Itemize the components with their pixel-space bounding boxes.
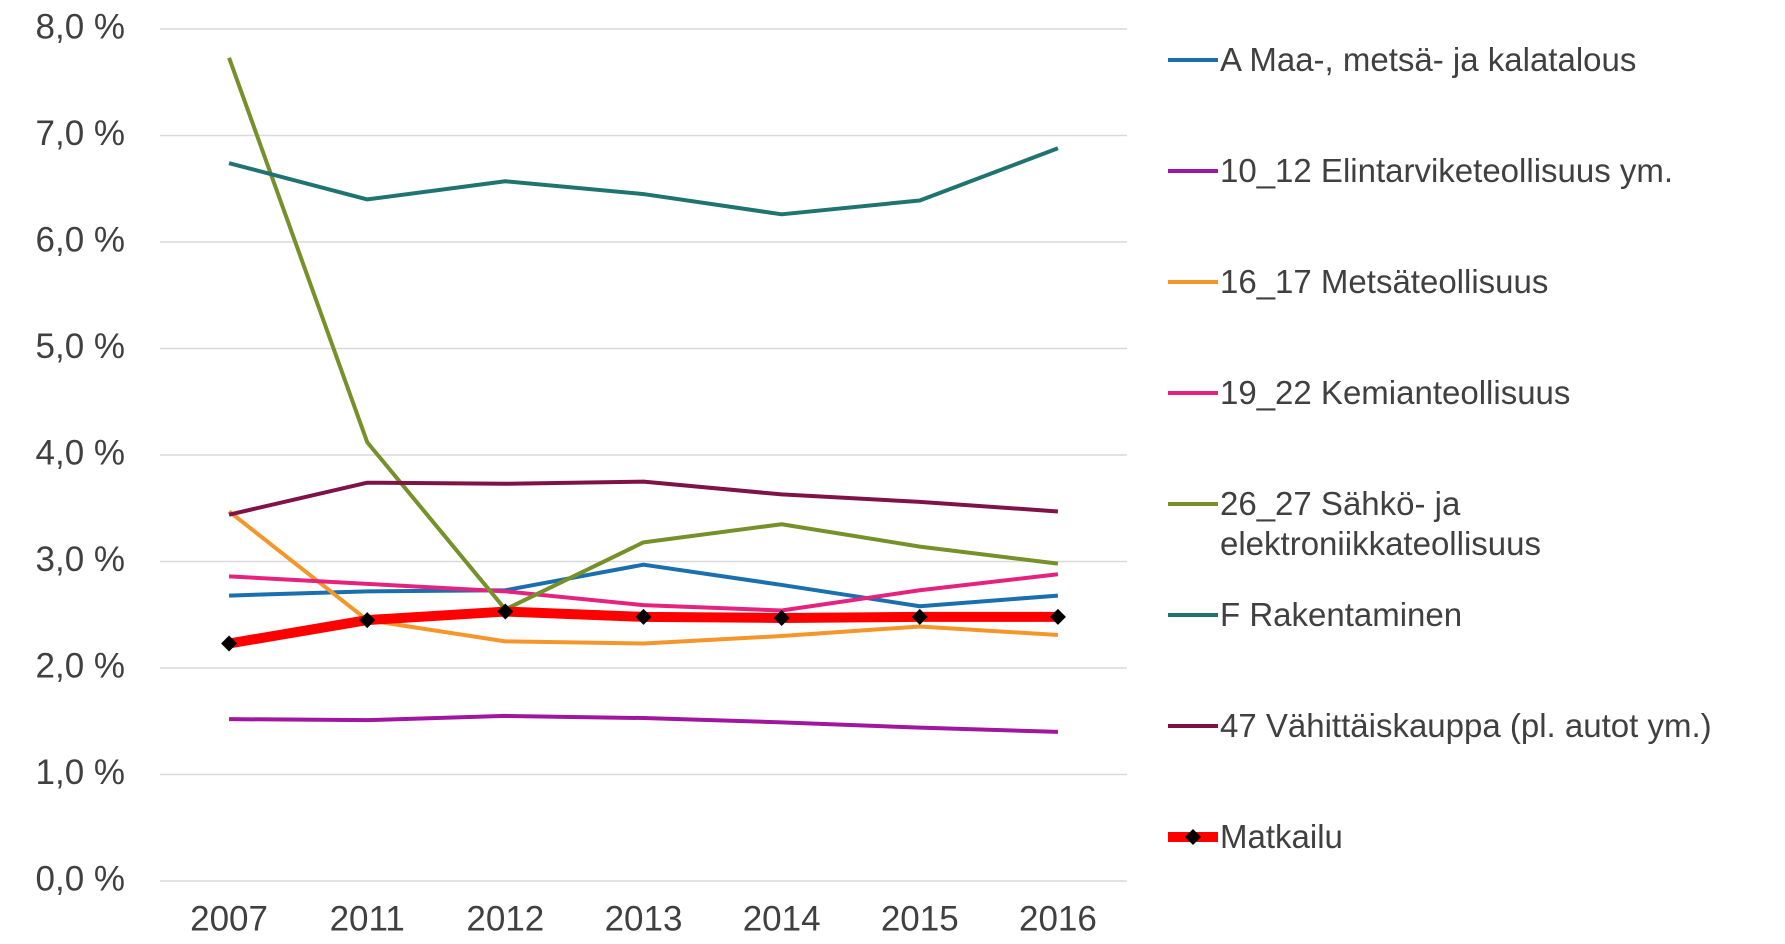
marker	[911, 608, 928, 625]
legend-label: A Maa-, metsä- ja kalatalous	[1220, 41, 1637, 78]
legend-label: Matkailu	[1220, 818, 1343, 855]
legend-item: 47 Vähittäiskauppa (pl. autot ym.)	[1160, 706, 1712, 746]
x-tick-label: 2016	[1019, 899, 1097, 938]
x-tick-label: 2014	[743, 899, 821, 938]
legend-swatch	[1168, 58, 1218, 62]
legend-label: 19_22 Kemianteollisuus	[1220, 374, 1571, 411]
y-tick-label: 3,0 %	[36, 540, 126, 579]
legend-label: 26_27 Sähkö- ja elektroniikkateollisuus	[1220, 485, 1541, 562]
y-tick-label: 8,0 %	[36, 7, 126, 46]
legend-item: A Maa-, metsä- ja kalatalous	[1160, 40, 1636, 80]
legend-label: 47 Vähittäiskauppa (pl. autot ym.)	[1220, 707, 1712, 744]
legend-swatch	[1168, 169, 1218, 173]
marker	[635, 608, 652, 625]
legend-item: 19_22 Kemianteollisuus	[1160, 373, 1570, 413]
series-line	[227, 57, 1059, 612]
legend-swatch	[1168, 829, 1218, 845]
legend-swatch	[1168, 391, 1218, 395]
y-tick-label: 0,0 %	[36, 859, 126, 898]
series-line	[229, 562, 1059, 609]
legend-label: 16_17 Metsäteollisuus	[1220, 263, 1549, 300]
y-tick-label: 1,0 %	[36, 753, 126, 792]
y-tick-label: 6,0 %	[36, 220, 126, 259]
x-tick-label: 2011	[330, 899, 405, 938]
series-line	[228, 479, 1059, 517]
y-tick-label: 2,0 %	[36, 646, 126, 685]
series-line	[229, 713, 1058, 734]
legend-item: 26_27 Sähkö- ja elektroniikkateollisuus	[1160, 484, 1765, 564]
marker	[497, 603, 514, 620]
marker	[221, 635, 238, 652]
y-tick-label: 7,0 %	[36, 114, 126, 153]
series-line	[228, 146, 1059, 217]
legend-item: 16_17 Metsäteollisuus	[1160, 262, 1548, 302]
x-tick-label: 2015	[881, 899, 959, 938]
legend-label: 10_12 Elintarviketeollisuus ym.	[1220, 152, 1674, 189]
legend-label: F Rakentaminen	[1220, 596, 1463, 633]
x-tick-label: 2013	[605, 899, 683, 938]
legend-swatch	[1168, 613, 1218, 617]
marker	[359, 612, 376, 629]
y-tick-label: 5,0 %	[36, 327, 126, 366]
marker	[1049, 608, 1066, 625]
legend-swatch	[1168, 502, 1218, 506]
x-tick-label: 2007	[190, 899, 268, 938]
legend-item: F Rakentaminen	[1160, 595, 1462, 635]
legend-swatch	[1168, 280, 1218, 284]
legend-marker	[1185, 829, 1201, 845]
legend-item: 10_12 Elintarviketeollisuus ym.	[1160, 151, 1673, 191]
legend-swatch	[1168, 724, 1218, 728]
legend-item: Matkailu	[1160, 817, 1343, 857]
x-tick-label: 2012	[466, 899, 544, 938]
series-line	[228, 572, 1059, 613]
y-tick-label: 4,0 %	[36, 433, 126, 472]
marker	[773, 609, 790, 626]
